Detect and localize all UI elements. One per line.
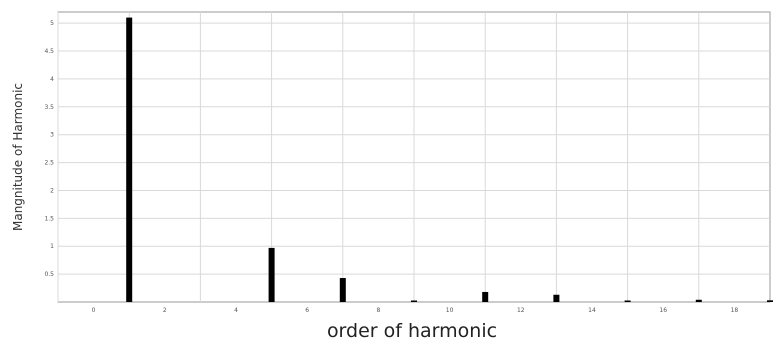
harmonic-bar	[695, 299, 702, 302]
y-axis-title: Mangnitude of Harmonic	[11, 83, 25, 231]
harmonic-bar	[339, 278, 346, 302]
x-tick-label: 8	[376, 307, 380, 314]
y-tick-label: 3.5	[44, 104, 54, 111]
y-tick-label: 1.5	[44, 215, 54, 222]
x-tick-labels: 0 2 4 6 8 10 12 14 16 18	[92, 307, 739, 314]
y-tick-label: 2	[50, 187, 54, 194]
harmonic-bar	[553, 294, 560, 302]
bars	[126, 17, 773, 302]
x-tick-label: 12	[517, 307, 525, 314]
x-tick-label: 14	[588, 307, 596, 314]
x-tick-label: 0	[92, 307, 96, 314]
harmonic-bar	[268, 247, 275, 302]
y-tick-label: 2.5	[44, 160, 54, 167]
x-tick-label: 16	[659, 307, 667, 314]
harmonic-bar	[482, 291, 489, 302]
x-tick-label: 10	[446, 307, 454, 314]
y-tick-label: 5	[50, 20, 54, 27]
x-tick-label: 18	[731, 307, 739, 314]
x-tick-label: 4	[234, 307, 238, 314]
harmonic-bar	[411, 300, 417, 302]
harmonic-bar	[624, 300, 631, 302]
grid-lines	[57, 12, 770, 302]
x-tick-label: 6	[305, 307, 309, 314]
y-tick-labels: 0.5 1 1.5 2 2.5 3 3.5 4 4.5 5	[44, 20, 54, 278]
harmonic-bar	[126, 17, 133, 302]
x-tick-label: 2	[163, 307, 167, 314]
y-tick-label: 1	[50, 243, 54, 250]
y-tick-label: 4	[50, 76, 54, 83]
y-tick-label: 3	[50, 132, 54, 139]
y-tick-label: 0.5	[44, 271, 54, 278]
harmonic-bar	[767, 300, 773, 302]
y-tick-label: 4.5	[44, 48, 54, 55]
x-axis-title: order of harmonic	[327, 320, 497, 342]
